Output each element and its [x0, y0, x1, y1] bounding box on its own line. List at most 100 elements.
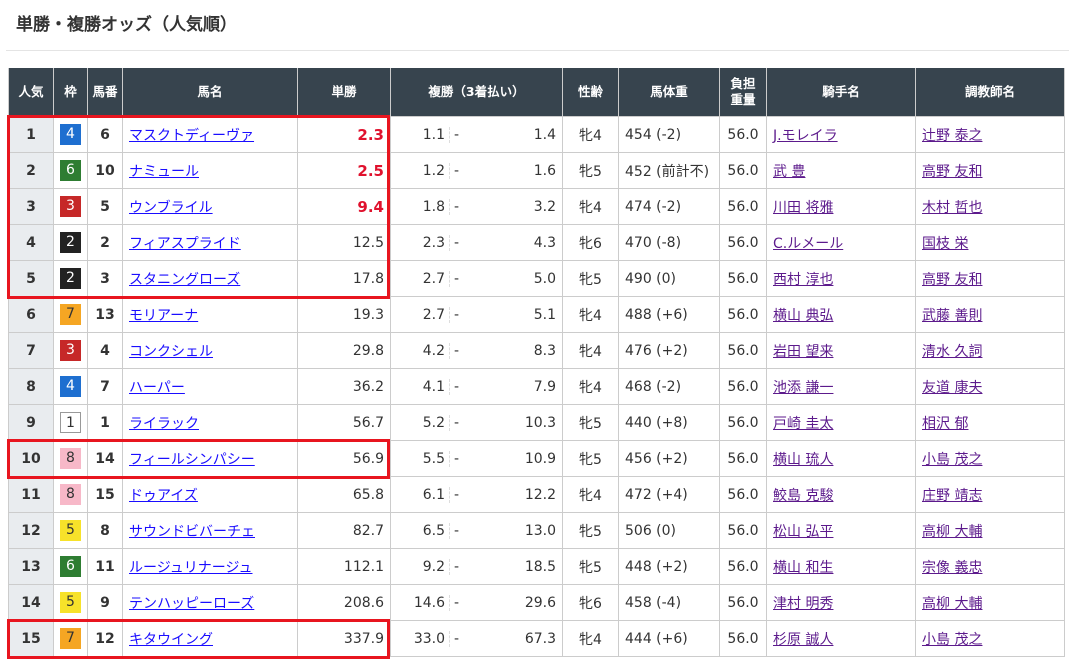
waku-cell: 2 — [53, 260, 88, 297]
horse-name-link[interactable]: スタニングローズ — [129, 271, 241, 288]
horse-weight: 470 (-8) — [618, 224, 720, 261]
jockey-cell: 横山 典弘 — [766, 296, 916, 333]
header-load: 負担 重量 — [719, 68, 767, 117]
horse-name-link[interactable]: ハーパー — [129, 379, 185, 396]
trainer-link[interactable]: 宗像 義忠 — [922, 559, 983, 576]
horse-name-link[interactable]: フィールシンパシー — [129, 451, 255, 468]
trainer-link[interactable]: 高野 友和 — [922, 271, 983, 288]
trainer-link[interactable]: 友道 康夫 — [922, 379, 983, 396]
sex-age: 牝4 — [562, 296, 619, 333]
place-separator: - — [454, 162, 460, 179]
sex-age: 牝4 — [562, 620, 619, 657]
place-odds-low: 1.1 — [397, 126, 450, 143]
trainer-link[interactable]: 高柳 大輔 — [922, 595, 983, 612]
waku-cell: 6 — [53, 152, 88, 189]
sex-age: 牝5 — [562, 152, 619, 189]
jockey-link[interactable]: C.ルメール — [773, 235, 844, 252]
place-separator: - — [454, 378, 460, 395]
jockey-link[interactable]: 武 豊 — [773, 163, 806, 180]
trainer-cell: 相沢 郁 — [915, 404, 1065, 441]
jockey-link[interactable]: 戸崎 圭太 — [773, 415, 834, 432]
horse-weight: 452 (前計不) — [618, 152, 720, 189]
win-odds: 2.3 — [297, 116, 391, 153]
trainer-link[interactable]: 庄野 靖志 — [922, 487, 983, 504]
popularity: 4 — [8, 224, 54, 261]
horse-weight: 456 (+2) — [618, 440, 720, 477]
table-row: 10 8 14 フィールシンパシー 56.9 5.5- 10.9 牝5 456 (… — [8, 440, 1065, 477]
trainer-link[interactable]: 高柳 大輔 — [922, 523, 983, 540]
jockey-link[interactable]: 岩田 望来 — [773, 343, 834, 360]
popularity: 8 — [8, 368, 54, 405]
horse-number: 4 — [87, 332, 123, 369]
waku-badge: 2 — [60, 268, 81, 289]
horse-number: 9 — [87, 584, 123, 621]
table-row: 2 6 10 ナミュール 2.5 1.2- 1.6 牝5 452 (前計不) 56… — [8, 152, 1065, 189]
place-odds-low: 1.2 — [397, 162, 450, 179]
horse-name-cell: ウンブライル — [122, 188, 298, 225]
trainer-cell: 辻野 泰之 — [915, 116, 1065, 153]
place-odds-low: 5.2 — [397, 414, 450, 431]
horse-name-link[interactable]: テンハッピーローズ — [129, 595, 255, 612]
popularity: 7 — [8, 332, 54, 369]
jockey-link[interactable]: 川田 将雅 — [773, 199, 834, 216]
horse-name-cell: サウンドビバーチェ — [122, 512, 298, 549]
header-horse-name: 馬名 — [122, 68, 298, 117]
popularity: 10 — [8, 440, 54, 477]
horse-name-link[interactable]: ドゥアイズ — [129, 487, 198, 504]
waku-badge: 3 — [60, 340, 81, 361]
waku-badge: 1 — [60, 412, 81, 433]
place-odds: 2.7- 5.0 — [390, 260, 563, 297]
jockey-link[interactable]: 松山 弘平 — [773, 523, 834, 540]
place-odds: 14.6- 29.6 — [390, 584, 563, 621]
jockey-link[interactable]: 津村 明秀 — [773, 595, 834, 612]
place-odds-low: 9.2 — [397, 558, 450, 575]
jockey-link[interactable]: 横山 典弘 — [773, 307, 834, 324]
jockey-link[interactable]: 横山 和生 — [773, 559, 834, 576]
popularity: 15 — [8, 620, 54, 657]
horse-name-link[interactable]: サウンドビバーチェ — [129, 523, 255, 540]
trainer-link[interactable]: 相沢 郁 — [922, 415, 969, 432]
jockey-cell: 松山 弘平 — [766, 512, 916, 549]
trainer-link[interactable]: 木村 哲也 — [922, 199, 983, 216]
trainer-link[interactable]: 辻野 泰之 — [922, 127, 983, 144]
trainer-link[interactable]: 清水 久詞 — [922, 343, 983, 360]
trainer-link[interactable]: 小島 茂之 — [922, 451, 983, 468]
jockey-link[interactable]: 鮫島 克駿 — [773, 487, 834, 504]
place-odds: 6.1- 12.2 — [390, 476, 563, 513]
trainer-link[interactable]: 高野 友和 — [922, 163, 983, 180]
horse-name-link[interactable]: ライラック — [129, 415, 199, 432]
trainer-link[interactable]: 武藤 善則 — [922, 307, 983, 324]
header-row: 人気 枠 馬番 馬名 単勝 複勝（3着払い） 性齢 馬体重 負担 重量 騎手名 調… — [8, 68, 1065, 117]
place-odds-high: 10.3 — [524, 414, 556, 431]
horse-name-link[interactable]: モリアーナ — [129, 307, 199, 324]
horse-name-cell: モリアーナ — [122, 296, 298, 333]
jockey-link[interactable]: J.モレイラ — [773, 127, 838, 144]
horse-name-link[interactable]: マスクトディーヴァ — [129, 127, 255, 144]
load-weight: 56.0 — [719, 404, 767, 441]
header-jockey: 騎手名 — [766, 68, 916, 117]
place-separator: - — [454, 126, 460, 143]
horse-name-cell: ナミュール — [122, 152, 298, 189]
trainer-link[interactable]: 小島 茂之 — [922, 631, 983, 648]
place-odds-high: 29.6 — [524, 594, 556, 611]
place-odds-low: 6.1 — [397, 486, 450, 503]
jockey-link[interactable]: 杉原 誠人 — [773, 631, 834, 648]
jockey-cell: 川田 将雅 — [766, 188, 916, 225]
jockey-link[interactable]: 西村 淳也 — [773, 271, 834, 288]
load-weight: 56.0 — [719, 548, 767, 585]
trainer-link[interactable]: 国枝 栄 — [922, 235, 969, 252]
waku-cell: 7 — [53, 296, 88, 333]
header-win: 単勝 — [297, 68, 391, 117]
jockey-link[interactable]: 池添 謙一 — [773, 379, 834, 396]
horse-name-link[interactable]: ルージュリナージュ — [129, 559, 253, 576]
sex-age: 牝4 — [562, 368, 619, 405]
horse-name-link[interactable]: フィアスプライド — [129, 235, 241, 252]
horse-name-link[interactable]: コンクシェル — [129, 343, 213, 360]
load-weight: 56.0 — [719, 512, 767, 549]
horse-name-link[interactable]: キタウイング — [129, 631, 213, 648]
trainer-cell: 小島 茂之 — [915, 440, 1065, 477]
horse-name-link[interactable]: ウンブライル — [129, 199, 213, 216]
horse-name-link[interactable]: ナミュール — [129, 163, 199, 180]
table-row: 12 5 8 サウンドビバーチェ 82.7 6.5- 13.0 牝5 506 (0… — [8, 512, 1065, 549]
jockey-link[interactable]: 横山 琉人 — [773, 451, 834, 468]
